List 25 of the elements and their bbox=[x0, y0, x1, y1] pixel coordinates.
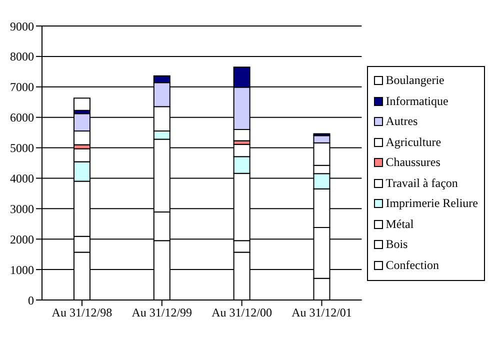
y-tick-label: 4000 bbox=[10, 171, 34, 186]
legend-label: Informatique bbox=[386, 94, 448, 109]
legend-label: Métal bbox=[386, 216, 414, 232]
y-tick-label: 6000 bbox=[10, 110, 34, 125]
legend-label: Travail à façon bbox=[386, 176, 458, 191]
y-tick-label: 5000 bbox=[10, 141, 34, 156]
legend-label: Chaussures bbox=[386, 155, 440, 170]
y-tick-label: 8000 bbox=[10, 50, 34, 64]
bar bbox=[73, 98, 90, 111]
y-tick-label: 1000 bbox=[10, 262, 34, 277]
y-tick-label: 2000 bbox=[10, 232, 34, 246]
y-tick-label: 0 bbox=[28, 293, 34, 308]
legend-label: Confection bbox=[386, 258, 440, 273]
y-tick-label: 7000 bbox=[10, 80, 34, 94]
legend-label: Boulangerie bbox=[386, 73, 444, 88]
x-tick-label: Au 31/12/99 bbox=[132, 306, 192, 320]
x-tick-label: Au 31/12/00 bbox=[212, 306, 272, 320]
legend-label: Imprimerie Reliure bbox=[386, 196, 478, 212]
legend-label: Autres bbox=[386, 114, 418, 130]
legend-label: Bois bbox=[386, 237, 408, 252]
x-tick-label: Au 31/12/01 bbox=[292, 306, 352, 320]
y-tick-label: 3000 bbox=[10, 202, 34, 216]
y-tick-label: 9000 bbox=[10, 19, 34, 34]
legend-label: Agriculture bbox=[386, 134, 442, 150]
x-tick-label: Au 31/12/98 bbox=[52, 306, 112, 320]
